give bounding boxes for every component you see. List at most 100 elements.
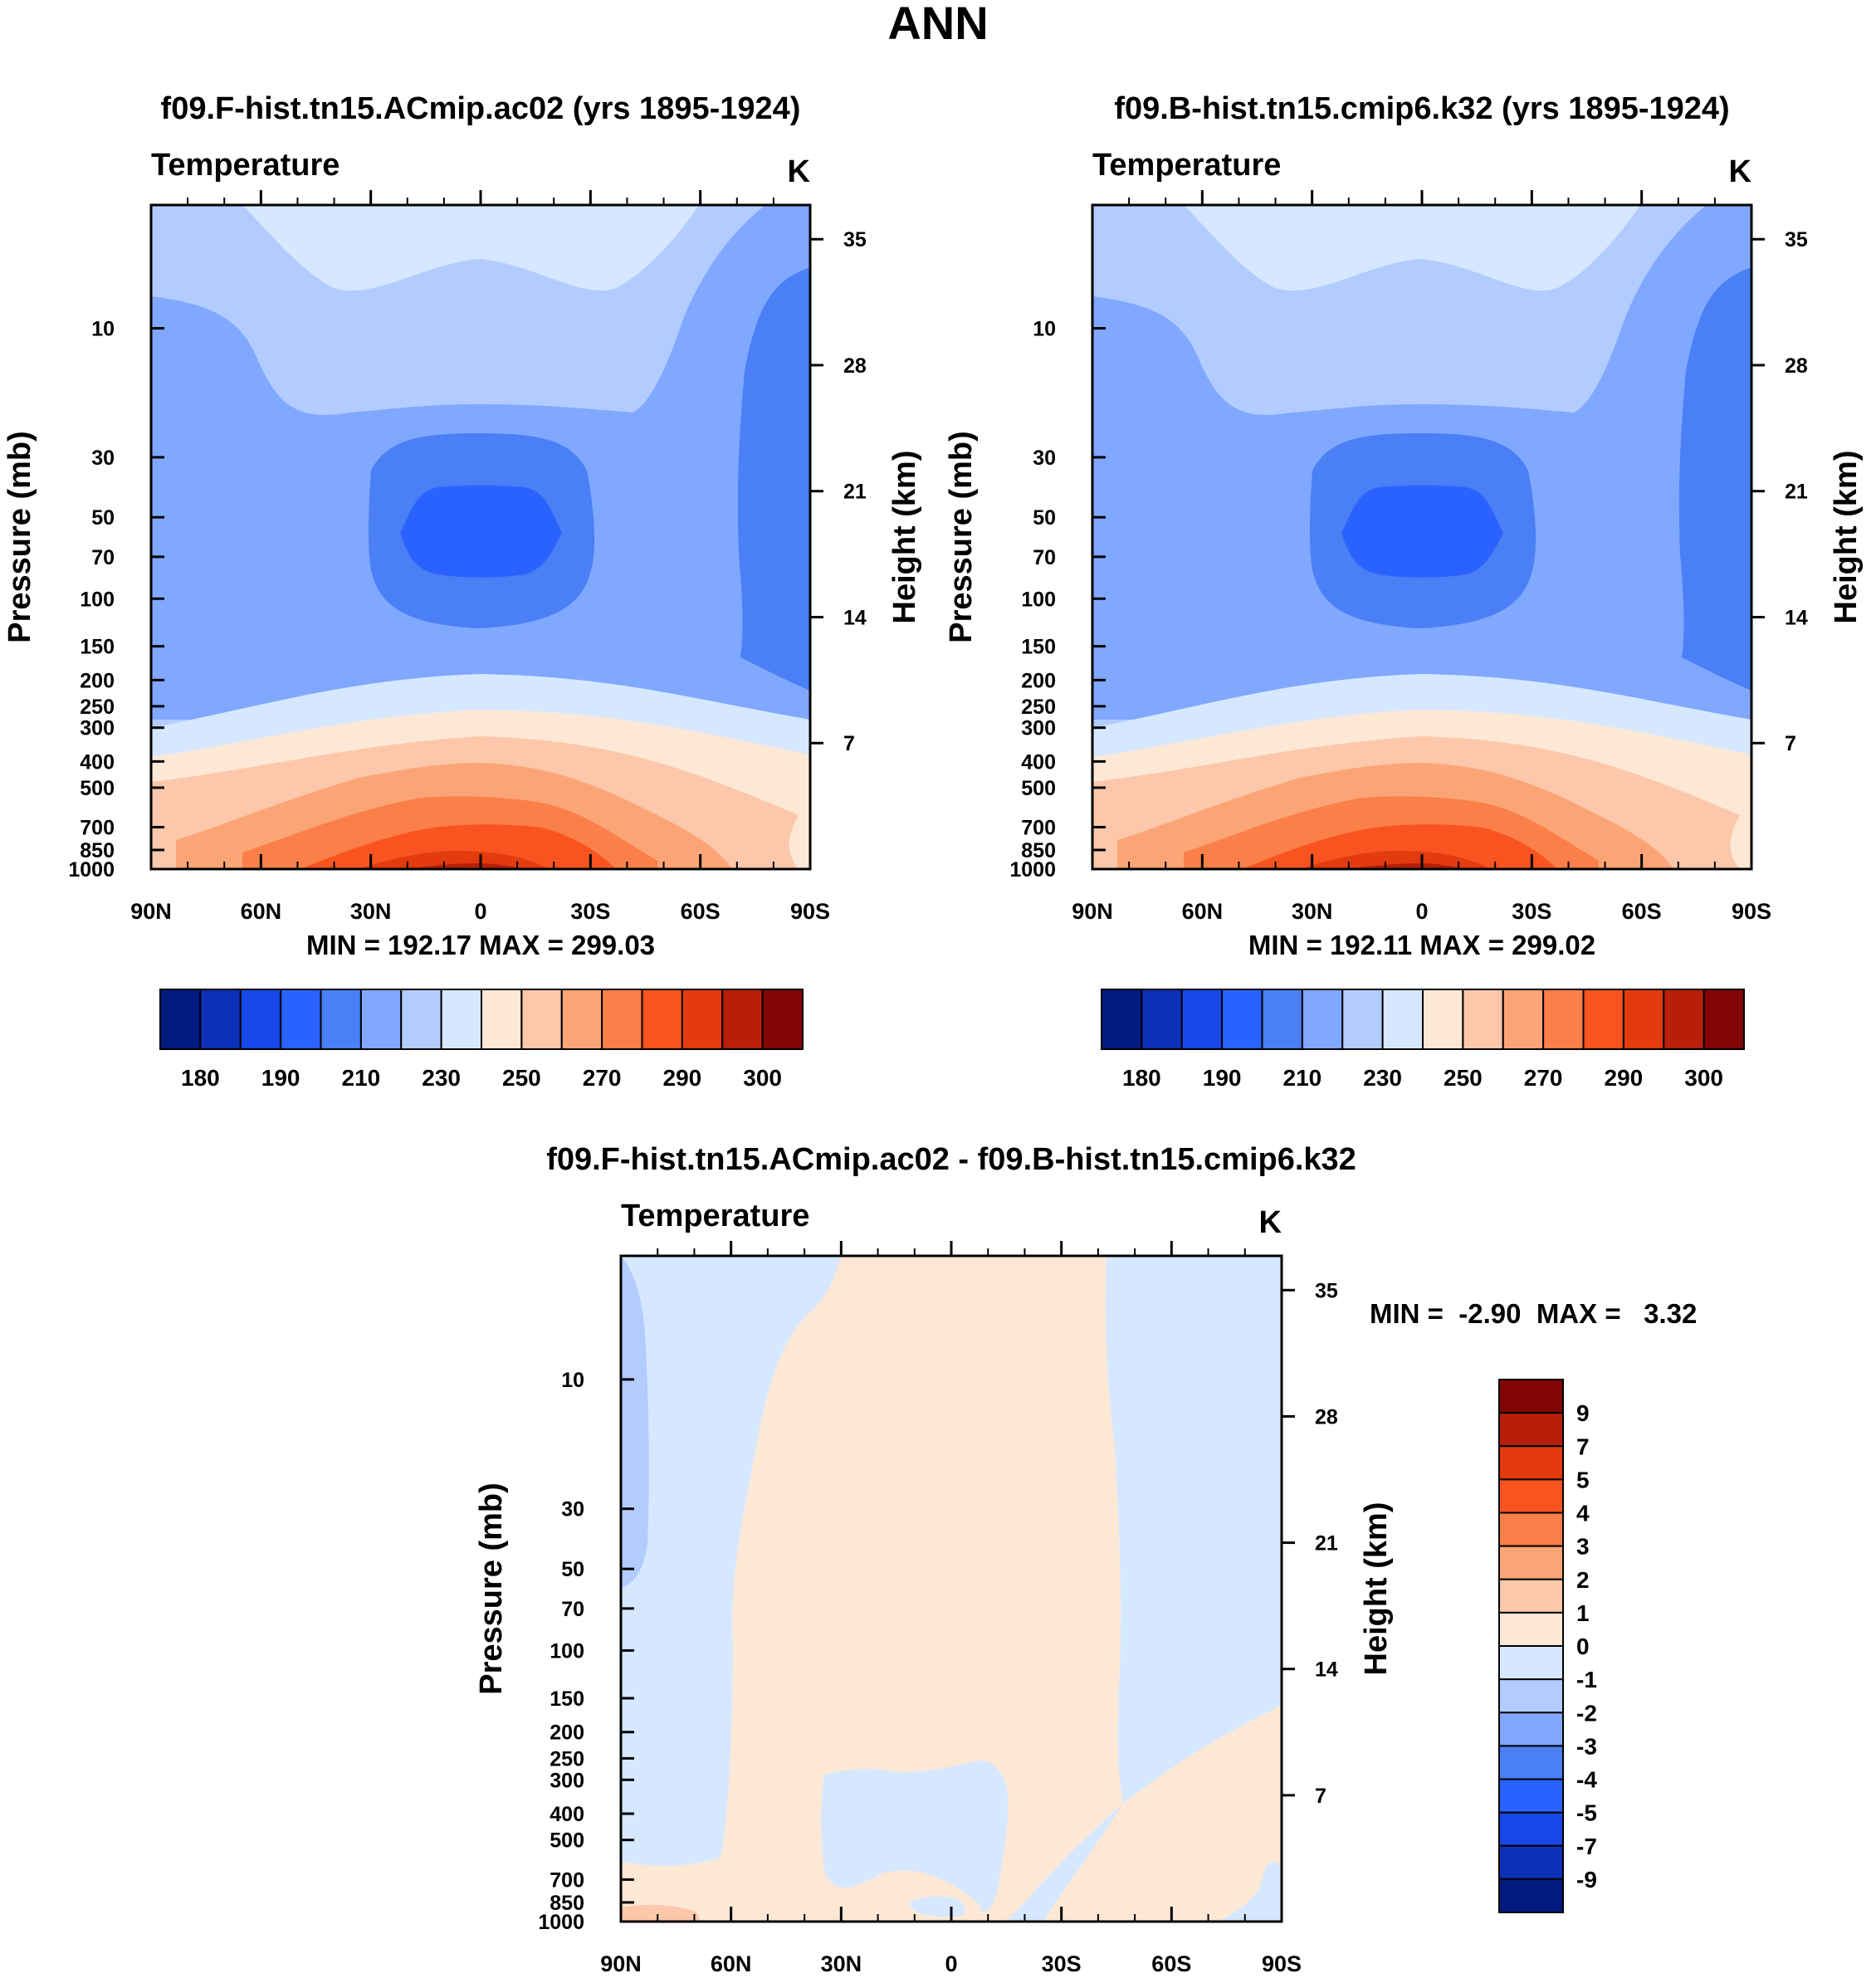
- latitude-tick-label: 90N: [600, 1951, 642, 1976]
- panel-c-variable: Temperature: [621, 1199, 809, 1233]
- colorbar-swatch: [481, 989, 523, 1050]
- panel-c: f09.F-hist.tn15.ACmip.ac02 - f09.B-hist.…: [474, 1142, 1697, 1976]
- latitude-tick-label: 60N: [1182, 899, 1224, 924]
- pressure-tick-label: 10: [91, 318, 115, 341]
- pressure-tick-label: 150: [550, 1687, 584, 1711]
- latitude-tick-label: 0: [1415, 899, 1428, 924]
- latitude-tick-label: 60S: [681, 899, 721, 924]
- latitude-tick-label: 0: [945, 1951, 957, 1976]
- pressure-tick-label: 850: [550, 1892, 584, 1915]
- panel-b-axes: 1030507010015020025030040050070085010007…: [1009, 190, 1808, 924]
- colorbar-swatch: [1498, 1844, 1564, 1880]
- latitude-tick-label: 0: [474, 899, 486, 924]
- latitude-tick-label: 60S: [1622, 899, 1662, 924]
- pressure-tick-label: 100: [80, 588, 115, 611]
- height-tick-label: 7: [1315, 1785, 1326, 1808]
- colorbar-swatch: [239, 989, 282, 1050]
- pressure-tick-label: 200: [550, 1722, 584, 1745]
- latitude-tick-label: 90S: [1732, 899, 1771, 924]
- panel-a-field: [151, 205, 810, 869]
- pressure-tick-label: 1000: [68, 858, 115, 882]
- pressure-tick-label: 150: [80, 636, 115, 659]
- colorbar-swatch: [1141, 989, 1183, 1050]
- height-tick-label: 21: [1785, 481, 1808, 504]
- panel-b-ylabel-right: Height (km): [1829, 451, 1864, 624]
- colorbar-swatch: [1622, 989, 1665, 1050]
- colorbar-swatch: [560, 989, 603, 1050]
- colorbar-label: 250: [1444, 1065, 1483, 1091]
- pressure-tick-label: 10: [1033, 318, 1056, 341]
- colorbar-swatch: [1502, 989, 1545, 1050]
- colorbar-label: 180: [181, 1065, 220, 1091]
- pressure-tick-label: 400: [550, 1803, 584, 1826]
- panel-a-colorbar: 180 190 210 230 250 270 290 300: [159, 989, 804, 1091]
- latitude-tick-label: 30S: [1042, 1951, 1082, 1976]
- pressure-tick-label: 50: [91, 506, 115, 530]
- pressure-tick-label: 400: [80, 750, 115, 774]
- panel-c-ylabel-right: Height (km): [1359, 1502, 1394, 1676]
- colorbar-swatch: [1498, 1878, 1564, 1913]
- colorbar-label: -7: [1576, 1834, 1597, 1859]
- colorbar-swatch: [1498, 1645, 1564, 1681]
- colorbar-swatch: [641, 989, 683, 1050]
- pressure-tick-label: 100: [550, 1639, 584, 1663]
- colorbar-label: -1: [1576, 1667, 1597, 1692]
- latitude-tick-label: 90N: [130, 899, 172, 924]
- panel-c-axes: 1030507010015020025030040050070085010007…: [538, 1241, 1338, 1976]
- pressure-tick-label: 500: [80, 777, 115, 800]
- colorbar-swatch: [520, 989, 563, 1050]
- colorbar-label: 230: [422, 1065, 461, 1091]
- height-tick-label: 14: [1785, 606, 1808, 629]
- colorbar-swatch: [1498, 1512, 1564, 1547]
- colorbar-label: 1: [1576, 1600, 1590, 1626]
- panel-b-colorbar: 180 190 210 230 250 270 290 300: [1101, 989, 1745, 1091]
- panel-a-ylabel-right: Height (km): [887, 451, 922, 624]
- colorbar-swatch: [601, 989, 643, 1050]
- pressure-tick-label: 50: [1033, 506, 1056, 530]
- colorbar-swatch: [1101, 989, 1143, 1050]
- panel-c-field: [621, 1256, 1282, 1922]
- panel-a: f09.F-hist.tn15.ACmip.ac02 (yrs 1895-192…: [2, 91, 922, 1091]
- colorbar-swatch: [1381, 989, 1424, 1050]
- colorbar-label: -3: [1576, 1733, 1597, 1759]
- pressure-tick-label: 300: [550, 1769, 584, 1792]
- height-tick-label: 28: [1315, 1405, 1338, 1429]
- latitude-tick-label: 30N: [1292, 899, 1333, 924]
- panel-b-variable: Temperature: [1092, 148, 1281, 183]
- pressure-tick-label: 700: [550, 1868, 584, 1892]
- colorbar-label: 250: [502, 1065, 541, 1091]
- latitude-tick-label: 90N: [1072, 899, 1113, 924]
- colorbar-label: 270: [1524, 1065, 1563, 1091]
- colorbar-swatch: [1498, 1745, 1564, 1780]
- colorbar-label: -5: [1576, 1800, 1597, 1826]
- height-tick-label: 21: [1315, 1532, 1338, 1556]
- colorbar-swatch: [1498, 1678, 1564, 1714]
- pressure-tick-label: 70: [561, 1598, 584, 1621]
- colorbar-label: 7: [1576, 1433, 1590, 1459]
- pressure-tick-label: 500: [1021, 777, 1056, 800]
- colorbar-label: 3: [1576, 1534, 1590, 1560]
- height-tick-label: 7: [843, 732, 855, 755]
- pressure-tick-label: 250: [550, 1747, 584, 1770]
- pressure-tick-label: 300: [80, 717, 115, 740]
- height-tick-label: 14: [1315, 1658, 1338, 1682]
- figure-title: ANN: [887, 0, 988, 49]
- panel-c-title: f09.F-hist.tn15.ACmip.ac02 - f09.B-hist.…: [546, 1142, 1356, 1177]
- colorbar-swatch: [1498, 1778, 1564, 1814]
- panel-b-title: f09.B-hist.tn15.cmip6.k32 (yrs 1895-1924…: [1114, 91, 1729, 126]
- colorbar-swatch: [320, 989, 362, 1050]
- colorbar-label: 0: [1576, 1634, 1590, 1659]
- latitude-tick-label: 30N: [821, 1951, 862, 1976]
- pressure-tick-label: 10: [561, 1369, 584, 1392]
- panel-b-field: [1092, 205, 1751, 869]
- pressure-tick-label: 200: [80, 669, 115, 692]
- pressure-tick-label: 250: [1021, 696, 1056, 719]
- colorbar-swatch: [1301, 989, 1344, 1050]
- height-tick-label: 14: [843, 606, 867, 629]
- latitude-tick-label: 90S: [1262, 1951, 1302, 1976]
- colorbar-swatch: [1542, 989, 1585, 1050]
- colorbar-swatch: [1498, 1578, 1564, 1614]
- colorbar-label: -4: [1576, 1767, 1597, 1793]
- colorbar-swatch: [1422, 989, 1464, 1050]
- colorbar-label: 290: [663, 1065, 702, 1091]
